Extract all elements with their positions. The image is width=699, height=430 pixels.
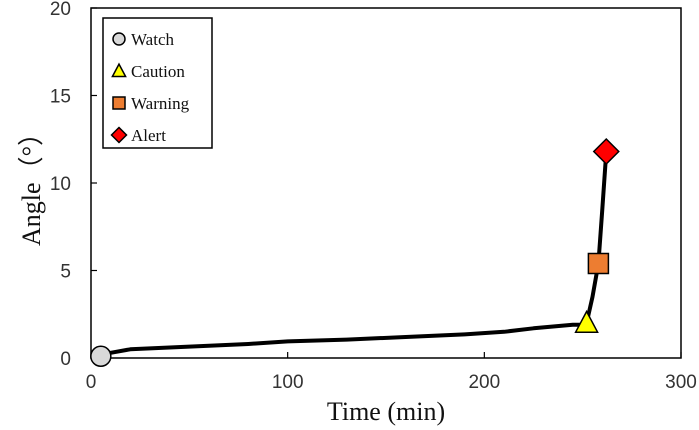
x-axis-title: Time (min) [327, 397, 445, 426]
legend-warning-symbol [112, 96, 126, 110]
legend-caution-symbol [111, 62, 127, 78]
y-tick-label: 0 [60, 349, 71, 370]
alert-marker [592, 137, 620, 166]
x-tick-label: 200 [468, 372, 500, 393]
legend-watch-label: Watch [131, 30, 174, 49]
x-tick-label: 300 [665, 372, 697, 393]
y-tick-label: 10 [50, 174, 71, 195]
legend-watch-symbol [112, 32, 126, 46]
legend: Watch Caution Warning Alert [102, 17, 213, 149]
watch-marker [90, 345, 112, 367]
legend-caution-label: Caution [131, 62, 185, 81]
legend-alert-symbol [110, 126, 128, 144]
x-tick-label: 100 [272, 372, 304, 393]
angle-line [98, 149, 609, 359]
y-tick-label: 20 [50, 0, 71, 20]
legend-alert-label: Alert [131, 126, 166, 145]
y-tick-label: 5 [60, 262, 71, 283]
legend-warning-label: Warning [131, 94, 190, 113]
y-tick-label: 15 [50, 87, 71, 108]
y-axis-title: Angle（°） [17, 120, 46, 246]
x-tick-label: 0 [86, 372, 97, 393]
caution-marker [574, 309, 599, 333]
warning-marker [587, 252, 610, 275]
x-axis-ticks: 0 100 200 300 [86, 352, 697, 393]
stage-markers [90, 137, 620, 367]
y-axis-ticks: 0 5 10 15 20 [50, 0, 97, 370]
